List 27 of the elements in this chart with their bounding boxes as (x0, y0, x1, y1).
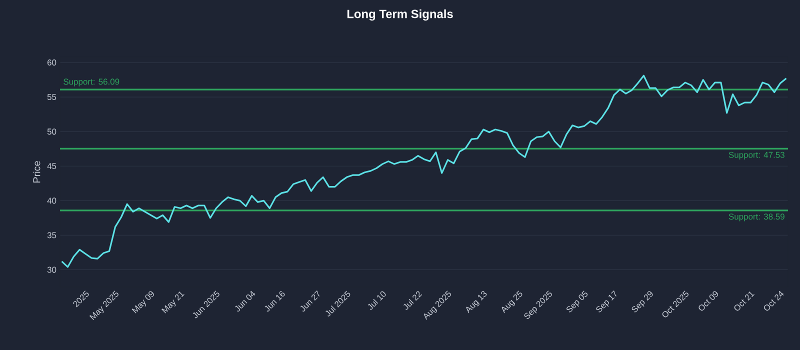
y-tick-label: 40 (47, 198, 56, 204)
x-tick-label: May 09 (132, 291, 154, 314)
x-tick-label: Sep 29 (632, 291, 653, 312)
x-tick-label: Aug 25 (502, 290, 522, 314)
x-tick-label: Oct 09 (698, 291, 718, 311)
x-tick-label: Oct 24 (764, 290, 784, 311)
y-tick-label: 60 (48, 60, 56, 66)
x-tick-label: Sep 17 (596, 290, 616, 312)
x-tick-label: Aug 13 (466, 291, 487, 314)
y-tick-label: 55 (47, 94, 56, 100)
y-tick-label: 30 (47, 266, 56, 273)
y-tick-label: 50 (47, 128, 56, 135)
x-tick-label: Jun 27 (300, 290, 320, 312)
y-tick-label: 45 (47, 163, 56, 170)
y-tick-label: 35 (47, 232, 56, 238)
chart-title: Long Term Signals (347, 9, 453, 21)
x-tick-label: Jul 10 (368, 291, 386, 310)
ref-line-label: Support: 56.09 (64, 78, 120, 86)
ref-line-label: Support: 47.53 (728, 152, 784, 160)
x-tick-label: May 21 (161, 291, 184, 314)
x-tick-label: Jun 16 (264, 291, 285, 312)
y-axis-title: Price (32, 161, 40, 183)
x-tick-label: Jul 22 (404, 291, 422, 310)
ref-line-label: Support: 38.59 (728, 214, 784, 222)
x-tick-label: Jun 04 (235, 290, 256, 312)
x-tick-label: Sep 05 (566, 290, 588, 312)
x-tick-label: Oct 21 (734, 291, 754, 311)
